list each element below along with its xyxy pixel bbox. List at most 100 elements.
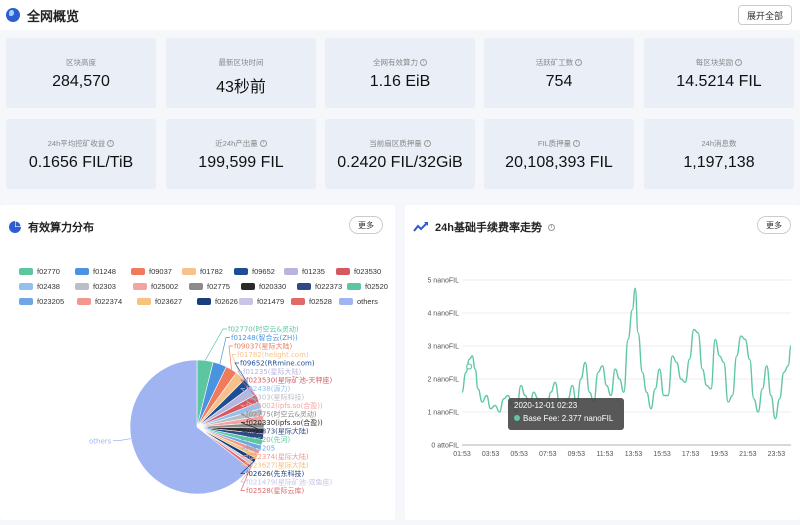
info-icon[interactable]: i — [107, 140, 115, 147]
legend-item[interactable]: f09652 — [234, 267, 275, 276]
x-tick-label: 05:53 — [510, 451, 528, 458]
legend-item[interactable]: f022373 — [297, 282, 342, 291]
pie-label-line — [240, 379, 258, 399]
legend-item[interactable]: f020330 — [241, 282, 286, 291]
stat-label-text: 24h平均挖矿收益 — [47, 139, 106, 148]
pie-label-line — [240, 413, 265, 426]
fee-trend-panel: 24h基础手续费率走势 i 更多 0 attoFIL 1 nanoFIL 2 nan… — [405, 205, 800, 520]
stat-label: 当前扇区质押量 i — [325, 138, 475, 149]
chart-tooltip: 2020-12-01 02:23 Base Fee: 2.377 nanoFIL — [508, 398, 624, 430]
legend-item[interactable]: f025002 — [133, 282, 178, 291]
pie-label-line — [240, 422, 264, 432]
tooltip-time: 2020-12-01 02:23 — [514, 401, 578, 410]
legend-label: f025002 — [151, 282, 179, 291]
legend-label: f02438 — [37, 282, 60, 291]
info-icon[interactable]: i — [735, 59, 743, 66]
stat-card: 近24h产出量 i 199,599 FIL — [166, 119, 316, 189]
legend-item[interactable]: f02775 — [189, 282, 230, 291]
legend-item[interactable]: f021479 — [239, 297, 284, 306]
info-icon[interactable]: i — [423, 140, 431, 147]
legend-item[interactable]: f01782 — [182, 267, 223, 276]
info-icon[interactable]: i — [575, 59, 583, 66]
info-icon[interactable]: i — [547, 223, 555, 231]
tooltip-value-row: Base Fee: 2.377 nanoFIL — [514, 414, 618, 423]
pie-label-line — [228, 345, 233, 370]
legend-item[interactable]: f023205 — [19, 297, 64, 306]
stat-value: 0.1656 FIL/TiB — [28, 154, 134, 171]
pie-label-line — [240, 466, 252, 491]
stat-label-text: 最新区块时间 — [218, 58, 264, 67]
info-icon[interactable]: i — [259, 140, 267, 147]
pie-slice[interactable] — [129, 359, 251, 495]
legend-item[interactable]: f01248 — [75, 267, 116, 276]
pie-label-line — [240, 463, 254, 483]
legend-label: f02770 — [37, 267, 60, 276]
legend-swatch — [241, 283, 255, 290]
x-tick-label: 21:53 — [739, 451, 757, 458]
info-icon[interactable]: i — [420, 59, 427, 66]
legend-item[interactable]: others — [339, 297, 378, 306]
fee-more-button[interactable]: 更多 — [757, 216, 791, 234]
legend-item[interactable]: f02626 — [197, 297, 238, 306]
legend-label: f09037 — [149, 267, 172, 276]
legend-item[interactable]: f023627 — [137, 297, 182, 306]
pie-label-line — [239, 396, 263, 413]
stat-label-text: 活跃矿工数 — [535, 58, 574, 67]
legend-label: f023627 — [155, 297, 183, 306]
fee-line-chart: 0 attoFIL 1 nanoFIL 2 nanoFIL 3 nanoFIL 4 na… — [427, 278, 792, 458]
pie-label: f023530(星际矿池-天秤座) — [246, 376, 332, 385]
legend-item[interactable]: f023530 — [336, 267, 381, 276]
info-icon[interactable]: i — [573, 140, 581, 147]
pie-label-line — [240, 460, 256, 474]
stat-label-text: 每区块奖励 — [695, 58, 734, 67]
stat-label: 区块高度 — [6, 57, 156, 68]
stat-card: FIL质押量 i 20,108,393 FIL — [484, 119, 634, 189]
stat-label: 近24h产出量 i — [166, 138, 316, 149]
x-tick-label: 23:53 — [768, 451, 786, 458]
stat-value: 14.5214 FIL — [676, 73, 762, 90]
stat-label: FIL质押量 i — [484, 138, 634, 149]
pie-label: f022374(星际大陆) — [246, 452, 309, 461]
legend-label: f023530 — [354, 267, 382, 276]
stat-label-text: 当前扇区质押量 — [369, 139, 422, 148]
legend-item[interactable]: f02303 — [75, 282, 116, 291]
stat-value: 1,197,138 — [683, 154, 755, 171]
stat-card: 每区块奖励 i 14.5214 FIL — [644, 38, 794, 108]
stat-value: 20,108,393 FIL — [505, 154, 613, 171]
data-point-marker[interactable] — [466, 363, 473, 370]
pie-label: f02520(先河) — [246, 435, 290, 444]
legend-swatch — [19, 268, 33, 275]
x-tick-label: 01:53 — [453, 451, 471, 458]
legend-item[interactable]: f01235 — [284, 267, 325, 276]
legend-item[interactable]: f09037 — [131, 267, 172, 276]
expand-all-button[interactable]: 展开全部 — [737, 5, 792, 25]
stat-card: 24h消息数 1,197,138 — [644, 119, 794, 189]
power-more-button[interactable]: 更多 — [349, 216, 383, 234]
pie-label-line — [231, 354, 241, 377]
legend-item[interactable]: f022374 — [77, 297, 122, 306]
pie-label: f021479(星际矿池-双鱼座) — [246, 478, 332, 487]
power-distribution-panel: 有效算力分布 更多 f02770 f01248 f09037 f01782 f09652… — [0, 205, 395, 520]
pie-label-line — [240, 456, 258, 466]
pie-label: f02438(源力) — [246, 384, 290, 393]
stat-label-text: 近24h产出量 — [215, 139, 258, 148]
y-tick-label: 2 nanoFIL — [427, 377, 459, 384]
stat-label: 24h消息数 — [644, 138, 794, 149]
legend-swatch — [137, 298, 151, 305]
stat-value: 199,599 FIL — [198, 154, 284, 171]
x-tick-label: 11:53 — [596, 451, 613, 458]
pie-label: f01235(星际大陆) — [243, 367, 301, 376]
stat-label: 活跃矿工数 i — [484, 57, 634, 68]
stat-label-text: 24h消息数 — [701, 139, 737, 148]
legend-label: f01248 — [93, 267, 116, 276]
pie-label: f01248(智合云(ZH)) — [231, 333, 298, 342]
tooltip-series: Base Fee — [523, 414, 558, 423]
legend-item[interactable]: f02770 — [19, 267, 60, 276]
legend-item[interactable]: f02438 — [19, 282, 60, 291]
tooltip-value: 2.377 nanoFIL — [561, 414, 614, 423]
legend-item[interactable]: f02520 — [347, 282, 388, 291]
stat-value: 0.2420 FIL/32GiB — [337, 154, 463, 171]
legend-item[interactable]: f02528 — [291, 297, 332, 306]
stat-label: 每区块奖励 i — [644, 57, 794, 68]
power-panel-title: 有效算力分布 — [8, 219, 94, 235]
